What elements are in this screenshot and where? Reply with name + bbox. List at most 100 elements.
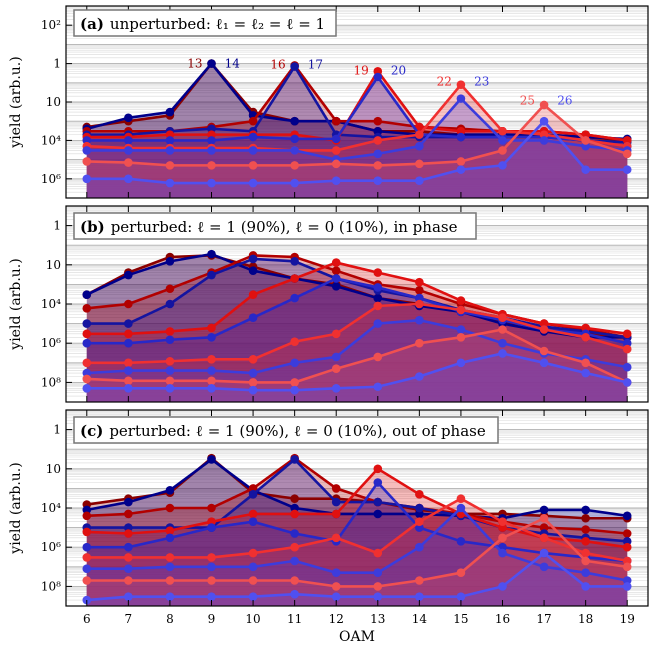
series-9-point <box>581 359 590 368</box>
series-3-point <box>166 504 175 513</box>
series-5-point <box>373 465 382 474</box>
series-7-point <box>623 345 632 354</box>
series-2-point <box>124 498 133 507</box>
series-10-point <box>82 384 91 393</box>
series-2-point <box>166 486 175 495</box>
series-9-point <box>498 325 507 334</box>
panel-c-title-box: (c) perturbed: ℓ = 1 (90%), ℓ = 0 (10%), … <box>74 417 498 443</box>
panel-c-ylabel: yield (arb.u.) <box>8 462 24 554</box>
series-2-point <box>207 455 216 464</box>
series-9-point <box>332 364 341 373</box>
series-6-point <box>124 543 133 552</box>
series-4-point <box>166 300 175 309</box>
series-2-point <box>373 294 382 303</box>
series-10-point <box>498 349 507 358</box>
svg-text:(b)perturbed: ℓ = 1 (90%), ℓ =: (b) perturbed: ℓ = 1 (90%), ℓ = 0 (10%), … <box>80 218 458 236</box>
series-7-point <box>207 553 216 562</box>
series-2-point <box>332 282 341 291</box>
series-2-point <box>540 506 549 515</box>
series-10-point <box>249 386 258 395</box>
series-8-point <box>623 363 632 372</box>
series-7-point <box>415 517 424 526</box>
y-tick-label: 10⁶ <box>41 336 61 350</box>
series-3-point <box>207 504 216 513</box>
series-8-point <box>166 366 175 375</box>
series-9-point <box>457 333 466 342</box>
series-6-point <box>82 339 91 348</box>
series-9-point <box>207 377 216 386</box>
series-5-point <box>332 258 341 267</box>
y-tick-label: 10⁲ <box>46 95 61 109</box>
panel-c-label: (c) <box>80 422 103 440</box>
series-9-point <box>457 568 466 577</box>
series-9-point <box>82 576 91 585</box>
series-6-point <box>332 135 341 144</box>
series-9-point <box>124 576 133 585</box>
series-10-point <box>290 590 299 599</box>
series-10-point <box>249 592 258 601</box>
series-8-point <box>415 543 424 552</box>
series-10-point <box>457 165 466 174</box>
series-8-point <box>457 325 466 334</box>
series-9-point <box>540 347 549 356</box>
panel-a-label: (a) <box>80 15 104 33</box>
series-2-point <box>249 266 258 275</box>
series-5-point <box>581 537 590 546</box>
x-tick-label: 19 <box>620 612 635 626</box>
series-3-point <box>166 284 175 293</box>
series-3-point <box>332 484 341 493</box>
series-10-point <box>290 179 299 188</box>
series-8-point <box>82 146 91 155</box>
panel-a-title-box: (a) unperturbed: ℓ₁ = ℓ₂ = ℓ = 1 <box>74 10 336 36</box>
x-tick-label: 8 <box>166 612 174 626</box>
series-10-point <box>540 359 549 368</box>
series-3-point <box>82 304 91 313</box>
series-8-point <box>540 136 549 145</box>
series-10-point <box>457 592 466 601</box>
series-7-point <box>457 494 466 503</box>
series-9-point <box>82 375 91 384</box>
series-7-point <box>124 359 133 368</box>
series-9-point <box>540 514 549 523</box>
series-6-point <box>124 136 133 145</box>
series-10-point <box>207 384 216 393</box>
series-5-point <box>249 510 258 519</box>
series-6-point <box>207 523 216 532</box>
series-9-point <box>207 576 216 585</box>
series-10-point <box>623 582 632 591</box>
series-3-point <box>332 117 341 126</box>
series-2-point <box>207 250 216 259</box>
series-2-point <box>581 506 590 515</box>
series-8-point <box>249 146 258 155</box>
series-10-point <box>457 359 466 368</box>
series-7-point <box>332 534 341 543</box>
y-tick-label: 10⁸ <box>41 375 61 389</box>
series-4-point <box>373 498 382 507</box>
series-6-point <box>207 136 216 145</box>
series-9-point <box>332 582 341 591</box>
series-8-point <box>290 557 299 566</box>
x-tick-label: 17 <box>536 612 551 626</box>
series-10-point <box>124 175 133 184</box>
panel-b-label: (b) <box>80 218 105 236</box>
series-7-point <box>82 359 91 368</box>
series-8-point <box>373 319 382 328</box>
series-6-point <box>373 283 382 292</box>
x-tick-label: 6 <box>83 612 91 626</box>
series-10-point <box>332 384 341 393</box>
x-tick-label: 13 <box>370 612 385 626</box>
series-9-point <box>249 378 258 387</box>
series-9-point <box>249 161 258 170</box>
series-6-point <box>249 313 258 322</box>
series-9-point <box>623 563 632 572</box>
series-7-point <box>249 355 258 364</box>
series-3-point <box>332 266 341 275</box>
panel-b-title-box: (b) perturbed: ℓ = 1 (90%), ℓ = 0 (10%), … <box>74 213 476 239</box>
series-5-point <box>415 490 424 499</box>
series-4-point <box>249 490 258 499</box>
series-8-point <box>415 316 424 325</box>
series-4-point <box>124 319 133 328</box>
series-7-point <box>457 306 466 315</box>
series-6-point <box>249 517 258 526</box>
series-9-point <box>290 161 299 170</box>
